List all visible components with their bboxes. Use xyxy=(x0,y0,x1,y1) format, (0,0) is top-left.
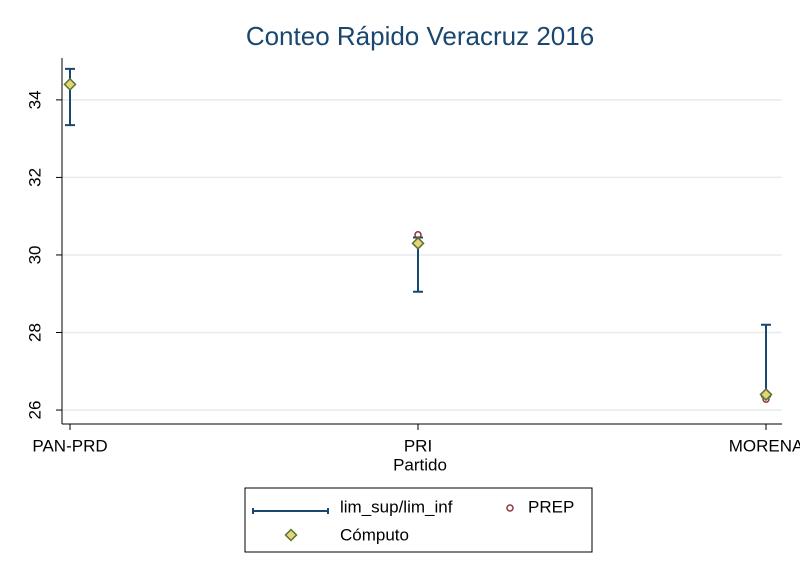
y-tick-label: 26 xyxy=(25,401,44,420)
y-tick-label: 30 xyxy=(25,245,44,264)
legend-box xyxy=(244,487,593,553)
legend-label: lim_sup/lim_inf xyxy=(340,497,453,516)
x-tick-label: PAN-PRD xyxy=(32,436,107,455)
chart-title: Conteo Rápido Veracruz 2016 xyxy=(246,21,594,51)
x-axis-title: Partido xyxy=(393,455,447,474)
y-tick-label: 34 xyxy=(25,90,44,109)
computo-point xyxy=(759,387,773,402)
x-tick-label: PRI xyxy=(404,436,432,455)
legend-symbol xyxy=(252,508,329,514)
x-tick-label: MORENA xyxy=(729,436,800,455)
legend-symbol xyxy=(284,528,298,542)
legend-symbol xyxy=(506,504,514,512)
y-tick-label: 32 xyxy=(25,168,44,187)
computo-point xyxy=(411,236,425,250)
y-tick-label: 28 xyxy=(25,323,44,342)
legend-label: PREP xyxy=(528,497,574,516)
legend-label: Cómputo xyxy=(340,525,409,544)
computo-point xyxy=(63,77,77,91)
